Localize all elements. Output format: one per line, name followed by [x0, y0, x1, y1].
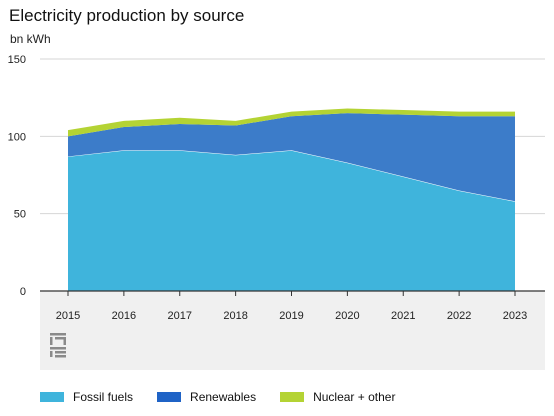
x-tick-label: 2021	[391, 310, 415, 322]
legend-swatch	[280, 392, 305, 402]
x-tick-label: 2019	[279, 310, 303, 322]
area-series-nuclear-other	[68, 108, 515, 137]
chart-title: Electricity production by source	[9, 6, 245, 25]
x-tick-label: 2018	[223, 310, 247, 322]
x-tick-label: 2017	[168, 310, 192, 322]
legend-swatch	[157, 392, 182, 402]
x-axis-panel	[40, 291, 545, 370]
x-tick-label: 2020	[335, 310, 359, 322]
legend-item-fossil-fuels: Fossil fuels	[40, 390, 133, 404]
y-tick-label: 50	[14, 209, 26, 221]
legend-label: Nuclear + other	[313, 390, 396, 404]
y-tick-labels: 150 100 50 0	[8, 54, 26, 298]
stacked-areas	[40, 108, 545, 292]
y-tick-label: 150	[8, 54, 26, 66]
x-tick-label: 2015	[56, 310, 80, 322]
legend-label: Renewables	[190, 390, 257, 404]
legend: Fossil fuels Renewables Nuclear + other	[40, 390, 419, 404]
x-tick-labels: 2015 2016 2017 2018 2019 2020 2021 2022 2023	[56, 291, 527, 322]
legend-item-renewables: Renewables	[157, 390, 256, 404]
y-tick-label: 100	[8, 131, 26, 143]
y-axis-unit: bn kWh	[10, 32, 51, 46]
legend-item-nuclear-other: Nuclear + other	[280, 390, 395, 404]
legend-label: Fossil fuels	[73, 390, 134, 404]
cbs-logo-icon	[50, 333, 66, 358]
legend-swatch	[40, 392, 64, 402]
x-tick-label: 2023	[503, 310, 527, 322]
x-tick-label: 2016	[112, 310, 136, 322]
y-tick-label: 0	[20, 286, 26, 298]
area-series-fossil-fuels	[68, 150, 515, 291]
area-series-renewables	[68, 113, 515, 202]
x-tick-label: 2022	[447, 310, 471, 322]
